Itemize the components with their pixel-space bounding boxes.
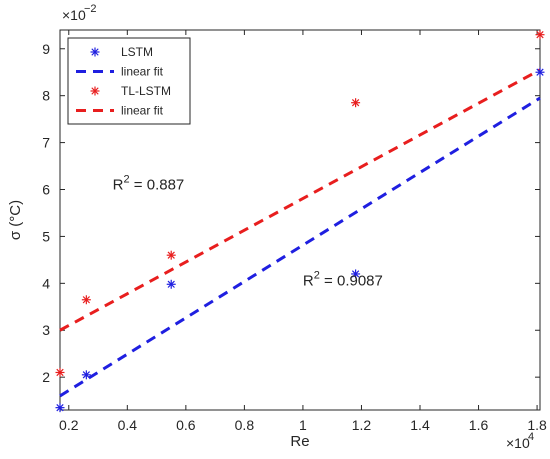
y-tick-label: 3 (42, 322, 50, 338)
x-tick-label: 1.6 (469, 417, 489, 433)
data-point (81, 370, 91, 380)
data-point (81, 295, 91, 305)
data-point (90, 47, 100, 57)
x-axis-ticks: 0.2 0.4 0.6 0.8 1 1.2 1.4 1.6 1.8 (59, 30, 547, 433)
y-tick-label: 2 (42, 369, 50, 385)
legend: LSTM linear fit TL-LSTM linear fit (67, 37, 191, 125)
x-tick-label: 1 (299, 417, 307, 433)
data-point (535, 30, 545, 40)
legend-label: linear fit (121, 104, 164, 118)
x-tick-label: 1.2 (352, 417, 372, 433)
x-tick-label: 0.4 (118, 417, 138, 433)
r-squared-annotation: R2 = 0.887 (113, 174, 185, 194)
data-point (351, 98, 361, 108)
data-point (55, 403, 65, 413)
y-axis-label: σ (°C) (7, 200, 24, 240)
svg-text:−2: −2 (84, 3, 97, 15)
y-tick-label: 7 (42, 135, 50, 151)
legend-entry: linear fit (76, 104, 164, 118)
annotations: R2 = 0.887 R2 = 0.9087 (113, 174, 383, 290)
x-tick-label: 0.6 (176, 417, 196, 433)
data-point (535, 67, 545, 77)
data-point (166, 250, 176, 260)
fit-line-1 (59, 96, 541, 398)
legend-label: linear fit (121, 65, 164, 79)
legend-box (67, 37, 191, 125)
x-exponent: ×10 4 (506, 431, 534, 451)
x-tick-label: 0.8 (235, 417, 255, 433)
legend-entry: linear fit (76, 65, 164, 79)
fit-lines (59, 68, 541, 398)
y-tick-label: 9 (42, 41, 50, 57)
svg-text:4: 4 (528, 431, 534, 443)
x-axis-label: Re (290, 433, 309, 450)
x-tick-label: 1.8 (527, 417, 547, 433)
y-exponent: ×10 −2 (62, 3, 97, 23)
y-tick-label: 4 (42, 275, 50, 291)
svg-text:×10: ×10 (506, 435, 530, 451)
legend-label: LSTM (121, 45, 153, 59)
y-tick-label: 6 (42, 182, 50, 198)
data-point (90, 86, 100, 96)
y-tick-label: 8 (42, 88, 50, 104)
svg-text:×10: ×10 (62, 7, 86, 23)
data-point (166, 279, 176, 289)
data-markers (55, 30, 545, 413)
x-tick-label: 0.2 (59, 417, 79, 433)
fit-line-3 (59, 68, 541, 332)
legend-entry: TL-LSTM (90, 84, 171, 98)
legend-entry: LSTM (90, 45, 153, 59)
legend-label: TL-LSTM (121, 84, 171, 98)
x-tick-label: 1.4 (410, 417, 430, 433)
r-squared-annotation: R2 = 0.9087 (303, 270, 383, 290)
data-point (351, 269, 361, 279)
data-point (55, 367, 65, 377)
y-tick-label: 5 (42, 228, 50, 244)
